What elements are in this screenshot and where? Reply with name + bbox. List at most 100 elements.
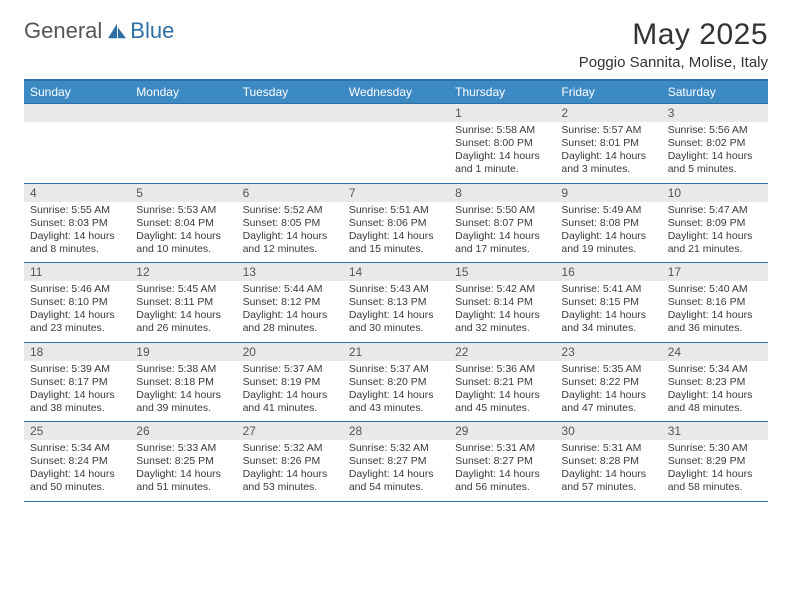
sunset-text: Sunset: 8:25 PM — [136, 455, 230, 468]
day-cell: 16Sunrise: 5:41 AMSunset: 8:15 PMDayligh… — [555, 263, 661, 342]
calendar: SundayMondayTuesdayWednesdayThursdayFrid… — [24, 79, 768, 502]
day-cell: 6Sunrise: 5:52 AMSunset: 8:05 PMDaylight… — [237, 184, 343, 263]
daylight-text: Daylight: 14 hours and 32 minutes. — [455, 309, 549, 335]
daylight-text: Daylight: 14 hours and 15 minutes. — [349, 230, 443, 256]
title-block: May 2025 Poggio Sannita, Molise, Italy — [579, 18, 768, 71]
sunset-text: Sunset: 8:22 PM — [561, 376, 655, 389]
day-body: Sunrise: 5:35 AMSunset: 8:22 PMDaylight:… — [555, 361, 661, 420]
day-cell: 2Sunrise: 5:57 AMSunset: 8:01 PMDaylight… — [555, 104, 661, 183]
sunset-text: Sunset: 8:21 PM — [455, 376, 549, 389]
weeks-container: 1Sunrise: 5:58 AMSunset: 8:00 PMDaylight… — [24, 103, 768, 501]
day-cell: 30Sunrise: 5:31 AMSunset: 8:28 PMDayligh… — [555, 422, 661, 501]
sunrise-text: Sunrise: 5:42 AM — [455, 283, 549, 296]
day-body: Sunrise: 5:34 AMSunset: 8:23 PMDaylight:… — [662, 361, 768, 420]
daylight-text: Daylight: 14 hours and 56 minutes. — [455, 468, 549, 494]
day-number: 7 — [343, 184, 449, 202]
sunset-text: Sunset: 8:19 PM — [243, 376, 337, 389]
day-cell — [130, 104, 236, 183]
sunrise-text: Sunrise: 5:51 AM — [349, 204, 443, 217]
sunset-text: Sunset: 8:28 PM — [561, 455, 655, 468]
sunset-text: Sunset: 8:18 PM — [136, 376, 230, 389]
day-number: 29 — [449, 422, 555, 440]
day-body: Sunrise: 5:56 AMSunset: 8:02 PMDaylight:… — [662, 122, 768, 181]
daylight-text: Daylight: 14 hours and 47 minutes. — [561, 389, 655, 415]
day-number: 3 — [662, 104, 768, 122]
daylight-text: Daylight: 14 hours and 53 minutes. — [243, 468, 337, 494]
day-cell: 23Sunrise: 5:35 AMSunset: 8:22 PMDayligh… — [555, 343, 661, 422]
sunset-text: Sunset: 8:02 PM — [668, 137, 762, 150]
sunrise-text: Sunrise: 5:58 AM — [455, 124, 549, 137]
day-number: 27 — [237, 422, 343, 440]
daylight-text: Daylight: 14 hours and 38 minutes. — [30, 389, 124, 415]
day-body: Sunrise: 5:52 AMSunset: 8:05 PMDaylight:… — [237, 202, 343, 261]
sunrise-text: Sunrise: 5:49 AM — [561, 204, 655, 217]
sunset-text: Sunset: 8:15 PM — [561, 296, 655, 309]
daylight-text: Daylight: 14 hours and 43 minutes. — [349, 389, 443, 415]
dow-header: Friday — [555, 81, 661, 103]
daylight-text: Daylight: 14 hours and 54 minutes. — [349, 468, 443, 494]
sunrise-text: Sunrise: 5:38 AM — [136, 363, 230, 376]
day-body: Sunrise: 5:55 AMSunset: 8:03 PMDaylight:… — [24, 202, 130, 261]
day-cell: 27Sunrise: 5:32 AMSunset: 8:26 PMDayligh… — [237, 422, 343, 501]
sunset-text: Sunset: 8:26 PM — [243, 455, 337, 468]
sunrise-text: Sunrise: 5:32 AM — [349, 442, 443, 455]
day-number: 31 — [662, 422, 768, 440]
day-cell: 18Sunrise: 5:39 AMSunset: 8:17 PMDayligh… — [24, 343, 130, 422]
day-body: Sunrise: 5:50 AMSunset: 8:07 PMDaylight:… — [449, 202, 555, 261]
sunset-text: Sunset: 8:17 PM — [30, 376, 124, 389]
day-body: Sunrise: 5:44 AMSunset: 8:12 PMDaylight:… — [237, 281, 343, 340]
sunset-text: Sunset: 8:07 PM — [455, 217, 549, 230]
sunrise-text: Sunrise: 5:31 AM — [561, 442, 655, 455]
day-number: 22 — [449, 343, 555, 361]
sunset-text: Sunset: 8:04 PM — [136, 217, 230, 230]
day-body: Sunrise: 5:51 AMSunset: 8:06 PMDaylight:… — [343, 202, 449, 261]
daylight-text: Daylight: 14 hours and 12 minutes. — [243, 230, 337, 256]
day-body: Sunrise: 5:31 AMSunset: 8:27 PMDaylight:… — [449, 440, 555, 499]
daylight-text: Daylight: 14 hours and 5 minutes. — [668, 150, 762, 176]
day-cell: 20Sunrise: 5:37 AMSunset: 8:19 PMDayligh… — [237, 343, 343, 422]
brand-part2: Blue — [130, 18, 174, 44]
day-cell: 11Sunrise: 5:46 AMSunset: 8:10 PMDayligh… — [24, 263, 130, 342]
day-cell: 4Sunrise: 5:55 AMSunset: 8:03 PMDaylight… — [24, 184, 130, 263]
daylight-text: Daylight: 14 hours and 41 minutes. — [243, 389, 337, 415]
day-body: Sunrise: 5:41 AMSunset: 8:15 PMDaylight:… — [555, 281, 661, 340]
day-number: 2 — [555, 104, 661, 122]
sunset-text: Sunset: 8:10 PM — [30, 296, 124, 309]
header: General Blue May 2025 Poggio Sannita, Mo… — [24, 18, 768, 71]
day-number: 1 — [449, 104, 555, 122]
sunrise-text: Sunrise: 5:47 AM — [668, 204, 762, 217]
day-body: Sunrise: 5:30 AMSunset: 8:29 PMDaylight:… — [662, 440, 768, 499]
daylight-text: Daylight: 14 hours and 36 minutes. — [668, 309, 762, 335]
day-cell: 17Sunrise: 5:40 AMSunset: 8:16 PMDayligh… — [662, 263, 768, 342]
week-row: 11Sunrise: 5:46 AMSunset: 8:10 PMDayligh… — [24, 262, 768, 342]
day-body: Sunrise: 5:39 AMSunset: 8:17 PMDaylight:… — [24, 361, 130, 420]
day-number: 17 — [662, 263, 768, 281]
day-body: Sunrise: 5:46 AMSunset: 8:10 PMDaylight:… — [24, 281, 130, 340]
sunset-text: Sunset: 8:20 PM — [349, 376, 443, 389]
day-body: Sunrise: 5:47 AMSunset: 8:09 PMDaylight:… — [662, 202, 768, 261]
day-number: 18 — [24, 343, 130, 361]
day-number: 30 — [555, 422, 661, 440]
month-title: May 2025 — [579, 18, 768, 52]
day-cell: 13Sunrise: 5:44 AMSunset: 8:12 PMDayligh… — [237, 263, 343, 342]
sunset-text: Sunset: 8:03 PM — [30, 217, 124, 230]
day-number: 14 — [343, 263, 449, 281]
daylight-text: Daylight: 14 hours and 21 minutes. — [668, 230, 762, 256]
day-body: Sunrise: 5:34 AMSunset: 8:24 PMDaylight:… — [24, 440, 130, 499]
sunrise-text: Sunrise: 5:31 AM — [455, 442, 549, 455]
day-cell: 19Sunrise: 5:38 AMSunset: 8:18 PMDayligh… — [130, 343, 236, 422]
sunset-text: Sunset: 8:06 PM — [349, 217, 443, 230]
sunrise-text: Sunrise: 5:45 AM — [136, 283, 230, 296]
day-number: 9 — [555, 184, 661, 202]
sunrise-text: Sunrise: 5:56 AM — [668, 124, 762, 137]
dow-row: SundayMondayTuesdayWednesdayThursdayFrid… — [24, 81, 768, 103]
sunset-text: Sunset: 8:05 PM — [243, 217, 337, 230]
day-body — [24, 122, 130, 170]
day-number — [343, 104, 449, 122]
day-body: Sunrise: 5:31 AMSunset: 8:28 PMDaylight:… — [555, 440, 661, 499]
day-number: 20 — [237, 343, 343, 361]
sunrise-text: Sunrise: 5:40 AM — [668, 283, 762, 296]
sunrise-text: Sunrise: 5:50 AM — [455, 204, 549, 217]
daylight-text: Daylight: 14 hours and 57 minutes. — [561, 468, 655, 494]
day-body — [237, 122, 343, 170]
